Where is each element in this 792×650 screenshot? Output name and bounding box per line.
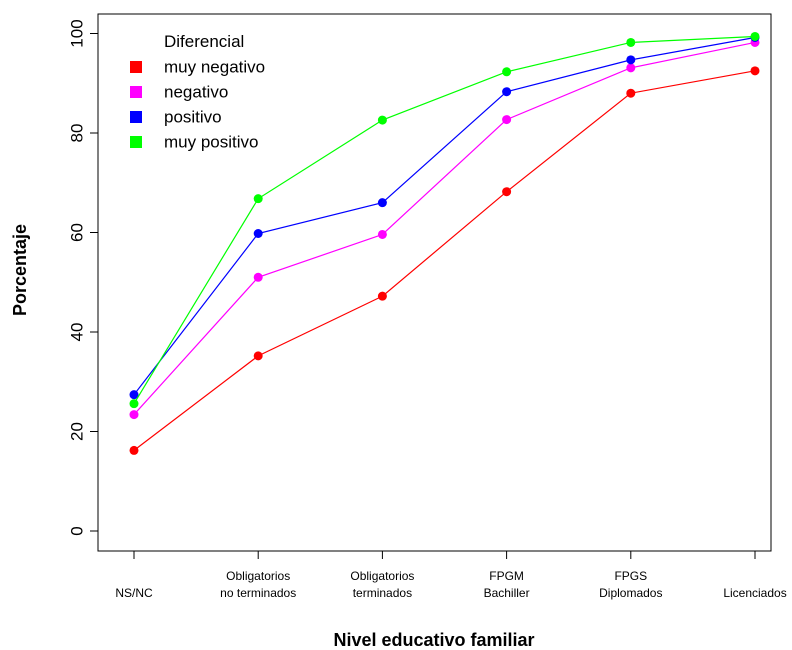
- legend-label: muy positivo: [164, 133, 258, 152]
- legend-swatch: [130, 111, 142, 123]
- x-tick-label: Diplomados: [599, 586, 662, 600]
- x-tick-label: Obligatorios: [226, 569, 290, 583]
- series-line: [133, 41, 756, 415]
- legend: Diferencial muy negativo negativo positivo…: [130, 32, 265, 152]
- y-tick-label: 0: [68, 526, 87, 535]
- data-point: [377, 229, 387, 239]
- data-point: [253, 272, 263, 282]
- data-point: [377, 115, 387, 125]
- data-point: [129, 399, 139, 409]
- data-point: [750, 66, 760, 76]
- data-point: [502, 115, 512, 125]
- x-tick-label: NS/NC: [115, 586, 153, 600]
- legend-label: positivo: [164, 108, 222, 127]
- x-tick-label: no terminados: [220, 586, 296, 600]
- data-point: [129, 445, 139, 455]
- legend-title: Diferencial: [164, 32, 244, 51]
- y-tick-label: 40: [68, 323, 87, 342]
- data-point: [626, 63, 636, 73]
- legend-label: negativo: [164, 83, 228, 102]
- y-axis: 0 20 40 60 80 100: [68, 19, 99, 536]
- data-point: [626, 88, 636, 98]
- series-line: [133, 35, 756, 404]
- x-tick-label: FPGS: [614, 569, 647, 583]
- data-point: [377, 198, 387, 208]
- series-line: [133, 70, 756, 451]
- data-point: [750, 31, 760, 41]
- series-muy-negativo: [129, 66, 760, 455]
- data-point: [502, 87, 512, 97]
- data-point: [129, 390, 139, 400]
- y-tick-label: 100: [68, 19, 87, 47]
- series-line: [133, 36, 756, 396]
- x-tick-label: Bachiller: [484, 586, 530, 600]
- x-tick-label: FPGM: [489, 569, 524, 583]
- data-point: [502, 67, 512, 77]
- data-point: [502, 187, 512, 197]
- x-tick-label: Licenciados: [723, 586, 786, 600]
- y-tick-label: 80: [68, 124, 87, 143]
- data-point: [626, 37, 636, 47]
- legend-label: muy negativo: [164, 58, 265, 77]
- legend-swatch: [130, 86, 142, 98]
- legend-swatch: [130, 136, 142, 148]
- series-layer: [129, 31, 760, 455]
- data-point: [626, 55, 636, 65]
- data-point: [377, 291, 387, 301]
- legend-swatch: [130, 61, 142, 73]
- y-tick-label: 60: [68, 223, 87, 242]
- series-muy-positivo: [129, 31, 760, 409]
- data-point: [253, 194, 263, 204]
- data-point: [253, 351, 263, 361]
- data-point: [253, 228, 263, 238]
- data-point: [129, 410, 139, 420]
- x-tick-label: Obligatorios: [350, 569, 414, 583]
- y-tick-label: 20: [68, 422, 87, 441]
- x-axis-title: Nivel educativo familiar: [333, 630, 534, 650]
- x-tick-label: terminados: [353, 586, 412, 600]
- x-axis: NS/NC Obligatorios no terminados Obligatori…: [115, 550, 787, 600]
- y-axis-title: Porcentaje: [10, 224, 30, 316]
